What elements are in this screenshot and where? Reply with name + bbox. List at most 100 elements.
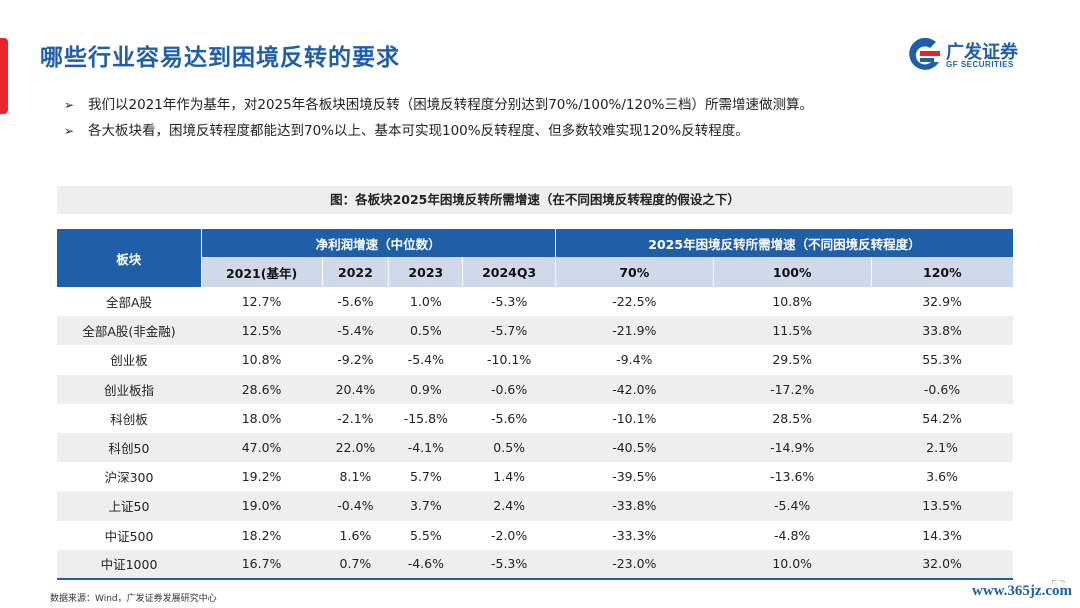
table-cell: 19.2% <box>201 462 323 492</box>
table-cell: 1.0% <box>388 287 463 317</box>
column-header: 120% <box>871 257 1013 287</box>
table-cell: -5.4% <box>322 316 389 346</box>
arrow-bullet-icon: ➢ <box>64 124 75 138</box>
table-cell: 14.3% <box>871 520 1013 550</box>
figure-caption: 图：各板块2025年困境反转所需增速（在不同困境反转程度的假设之下） <box>57 186 1013 214</box>
table-row: 沪深300 19.2% 8.1% 5.7% 1.4% -39.5% -13.6%… <box>57 462 1013 492</box>
table-cell: 3.6% <box>871 462 1013 492</box>
bullet-text: 各大板块看，困境反转程度都能达到70%以上、基本可实现100%反转程度、但多数较… <box>88 123 749 139</box>
table-cell: 47.0% <box>201 432 323 463</box>
table-cell: -0.6% <box>871 374 1013 404</box>
bullet-text: 我们以2021年作为基年，对2025年各板块困境反转（困境反转程度分别达到70%… <box>88 97 814 113</box>
table-cell: 1.4% <box>462 462 556 492</box>
table-cell: -5.7% <box>462 316 556 346</box>
logo-subtitle: GF SECURITIES <box>946 60 1014 69</box>
table-cell: 1.6% <box>322 520 389 550</box>
table-cell: 32.0% <box>871 549 1013 580</box>
table-cell: 29.5% <box>713 345 872 375</box>
table-cell: -2.0% <box>462 520 556 550</box>
table-cell: -13.6% <box>713 462 872 492</box>
growth-table: 板块 净利润增速（中位数） 2025年困境反转所需增速（不同困境反转程度） 20… <box>57 229 1013 580</box>
table-cell: 5.7% <box>388 462 463 492</box>
row-label: 科创50 <box>57 432 201 463</box>
table-cell: -10.1% <box>555 403 714 433</box>
table-row: 中证1000 16.7% 0.7% -4.6% -5.3% -23.0% 10.… <box>57 549 1013 580</box>
data-source-note: 数据来源：Wind，广发证券发展研究中心 <box>50 594 217 604</box>
table-cell: -15.8% <box>388 403 463 433</box>
table-cell: 3.7% <box>388 491 463 521</box>
table-cell: 18.0% <box>201 403 323 433</box>
table-cell: -4.1% <box>388 432 463 463</box>
table-cell: -9.2% <box>322 345 389 375</box>
table-cell: -5.3% <box>462 287 556 317</box>
table-cell: 10.8% <box>201 345 323 375</box>
table-cell: -2.1% <box>322 403 389 433</box>
table-cell: 54.2% <box>871 403 1013 433</box>
column-header: 100% <box>713 257 872 287</box>
page-title: 哪些行业容易达到困境反转的要求 <box>40 45 400 71</box>
table-cell: -5.4% <box>388 345 463 375</box>
table-cell: 20.4% <box>322 374 389 404</box>
group-header-net-profit: 净利润增速（中位数） <box>201 229 556 257</box>
table-cell: 0.7% <box>322 549 389 580</box>
table-cell: -42.0% <box>555 374 714 404</box>
table-cell: -5.3% <box>462 549 556 580</box>
table-cell: -0.4% <box>322 491 389 521</box>
row-label: 创业板指 <box>57 374 201 404</box>
column-header: 70% <box>555 257 714 287</box>
table-cell: -5.6% <box>462 403 556 433</box>
table-row: 上证50 19.0% -0.4% 3.7% 2.4% -33.8% -5.4% … <box>57 491 1013 521</box>
table-row: 全部A股(非金融) 12.5% -5.4% 0.5% -5.7% -21.9% … <box>57 316 1013 346</box>
table-cell: 5.5% <box>388 520 463 550</box>
column-header: 2022 <box>322 257 390 287</box>
table-cell: -5.6% <box>322 287 389 317</box>
row-label: 全部A股 <box>57 287 201 317</box>
table-cell: 19.0% <box>201 491 323 521</box>
table-cell: -14.9% <box>713 432 872 463</box>
table-cell: -17.2% <box>713 374 872 404</box>
table-cell: 32.9% <box>871 287 1013 317</box>
table-cell: -33.8% <box>555 491 714 521</box>
table-cell: -40.5% <box>555 432 714 463</box>
table-cell: 0.5% <box>462 432 556 463</box>
table-cell: 13.5% <box>871 491 1013 521</box>
row-label: 上证50 <box>57 491 201 521</box>
table-row: 科创50 47.0% 22.0% -4.1% 0.5% -40.5% -14.9… <box>57 432 1013 463</box>
table-cell: 55.3% <box>871 345 1013 375</box>
table-cell: 33.8% <box>871 316 1013 346</box>
row-label: 创业板 <box>57 345 201 375</box>
column-header: 2024Q3 <box>462 257 556 287</box>
table-cell: 8.1% <box>322 462 389 492</box>
table-cell: 10.8% <box>713 287 872 317</box>
bullet-item: ➢ 我们以2021年作为基年，对2025年各板块困境反转（困境反转程度分别达到7… <box>64 92 1044 118</box>
table-cell: -33.3% <box>555 520 714 550</box>
table-cell: 18.2% <box>201 520 323 550</box>
column-header: 2021(基年) <box>201 257 323 287</box>
table-cell: -9.4% <box>555 345 714 375</box>
table-cell: 0.5% <box>388 316 463 346</box>
bullet-list: ➢ 我们以2021年作为基年，对2025年各板块困境反转（困境反转程度分别达到7… <box>64 92 1044 144</box>
table-cell: -23.0% <box>555 549 714 580</box>
table-cell: 28.6% <box>201 374 323 404</box>
logo-name: 广发证券 <box>946 42 1018 63</box>
table-cell: 22.0% <box>322 432 389 463</box>
table-cell: -10.1% <box>462 345 556 375</box>
table-cell: -0.6% <box>462 374 556 404</box>
bullet-item: ➢ 各大板块看，困境反转程度都能达到70%以上、基本可实现100%反转程度、但多… <box>64 118 1044 144</box>
company-logo: 广发证券 GF SECURITIES <box>906 36 1036 76</box>
left-accent-bar <box>0 38 8 114</box>
table-row: 创业板 10.8% -9.2% -5.4% -10.1% -9.4% 29.5%… <box>57 345 1013 375</box>
arrow-bullet-icon: ➢ <box>64 98 75 112</box>
table-cell: 10.0% <box>713 549 872 580</box>
table-cell: -21.9% <box>555 316 714 346</box>
table-cell: -22.5% <box>555 287 714 317</box>
table-cell: 0.9% <box>388 374 463 404</box>
watermark: www.365jz.com <box>972 583 1072 600</box>
row-label: 中证1000 <box>57 549 201 580</box>
row-label: 中证500 <box>57 520 201 550</box>
row-label: 全部A股(非金融) <box>57 316 201 346</box>
table-row: 中证500 18.2% 1.6% 5.5% -2.0% -33.3% -4.8%… <box>57 520 1013 550</box>
table-cell: 11.5% <box>713 316 872 346</box>
table-cell: -4.6% <box>388 549 463 580</box>
table-cell: 16.7% <box>201 549 323 580</box>
